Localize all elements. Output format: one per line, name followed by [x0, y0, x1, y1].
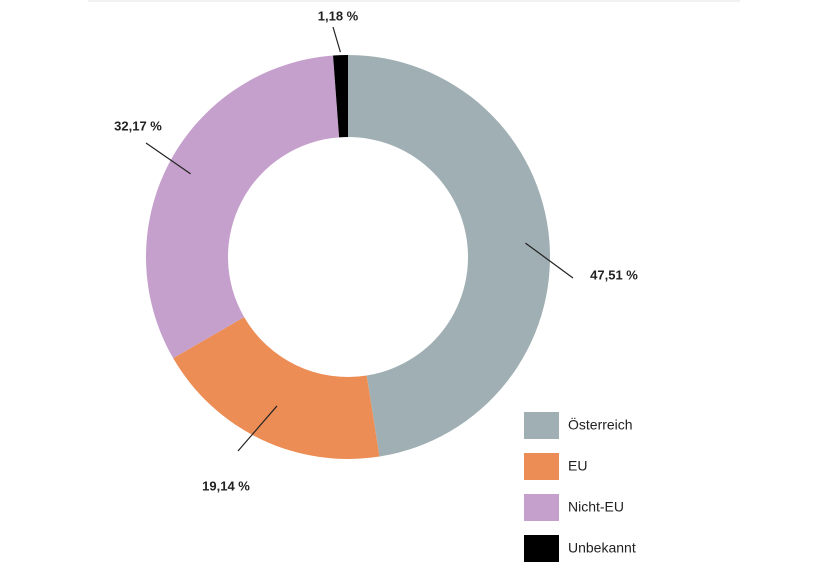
slice-osterreich	[348, 55, 550, 457]
legend-label-osterreich: Österreich	[568, 416, 633, 433]
leader-line-unbekannt	[332, 26, 341, 53]
legend-item-nicht-eu: Nicht-EU	[524, 494, 624, 521]
data-label-unbekannt: 1,18 %	[318, 8, 359, 23]
legend-label-eu: EU	[568, 458, 587, 474]
legend-item-eu: EU	[524, 453, 587, 480]
legend-label-unbekannt: Unbekannt	[568, 540, 636, 556]
legend-swatch-unbekannt	[524, 535, 559, 562]
legend-item-osterreich: Österreich	[524, 412, 633, 439]
leader-line-nicht-eu	[145, 142, 191, 175]
legend-swatch-nicht-eu	[524, 494, 559, 521]
legend-swatch-eu	[524, 453, 559, 480]
slice-nicht-eu	[146, 55, 340, 359]
legend-item-unbekannt: Unbekannt	[524, 535, 636, 562]
legend-swatch-osterreich	[524, 412, 559, 439]
leader-line-eu	[237, 405, 278, 452]
data-label-eu: 19,14 %	[202, 478, 250, 493]
top-divider	[88, 0, 740, 2]
legend: Österreich EU Nicht-EU Unbekannt	[524, 412, 636, 562]
slice-eu	[173, 317, 380, 459]
leader-line-osterreich	[525, 242, 574, 279]
data-label-osterreich: 47,51 %	[590, 267, 638, 282]
slices-group	[146, 55, 550, 459]
legend-label-nicht-eu: Nicht-EU	[568, 499, 624, 515]
slice-unbekannt	[333, 55, 348, 138]
data-label-nicht-eu: 32,17 %	[114, 118, 162, 133]
leader-lines-group	[145, 26, 574, 452]
data-labels-group: 47,51 % 19,14 % 32,17 % 1,18 %	[114, 8, 638, 493]
